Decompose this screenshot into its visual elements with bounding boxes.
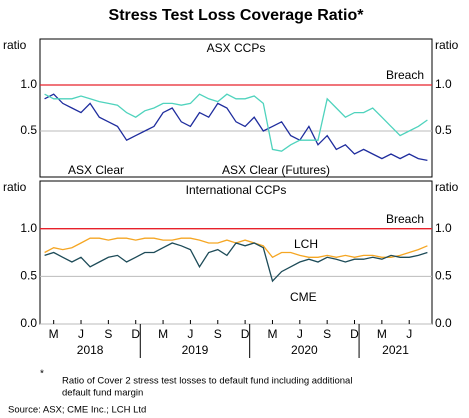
plot-frame [39, 180, 433, 325]
x-year-label: 2021 [382, 343, 409, 357]
x-tick-label: D [241, 327, 250, 341]
series-label: CME [290, 290, 317, 304]
source: Source: ASX; CME Inc.; LCH Ltd [8, 405, 146, 416]
y-tick-label: 0.5 [20, 269, 37, 283]
y-tick-label: 1.0 [20, 221, 37, 235]
footnote-mark: * [40, 369, 44, 380]
x-tick-label: S [104, 327, 112, 341]
y-tick-label: 1.0 [435, 77, 452, 91]
series-label: ASX Clear [68, 163, 124, 177]
y-tick-label: 0.0 [435, 316, 452, 330]
x-year-label: 2019 [182, 343, 209, 357]
y-tick-label: 0.0 [20, 316, 37, 330]
series-line [44, 242, 428, 283]
x-tick-label: S [323, 327, 331, 341]
x-tick-label: M [267, 327, 277, 341]
panel-title: International CCPs [186, 183, 287, 197]
panel-title: ASX CCPs [207, 41, 266, 55]
breach-label: Breach [386, 212, 424, 226]
y-tick-label: 0.5 [20, 123, 37, 137]
series-label: ASX Clear (Futures) [222, 163, 330, 177]
y-tick-label: 1.0 [435, 221, 452, 235]
breach-label: Breach [386, 68, 424, 82]
x-tick-label: D [350, 327, 359, 341]
footnote: Ratio of Cover 2 stress test losses to d… [62, 376, 352, 387]
x-tick-label: M [158, 327, 168, 341]
series-line [44, 93, 428, 162]
y-axis-label: ratio [3, 180, 27, 194]
x-tick-label: M [377, 327, 387, 341]
x-tick-label: J [406, 327, 412, 341]
x-tick-label: M [49, 327, 59, 341]
x-tick-label: J [187, 327, 193, 341]
footnote: default fund margin [62, 388, 143, 399]
y-tick-label: 1.0 [20, 77, 37, 91]
series-label: LCH [294, 237, 318, 251]
y-tick-label: 0.5 [435, 123, 452, 137]
y-axis-label: ratio [435, 180, 459, 194]
x-tick-label: J [78, 327, 84, 341]
x-year-label: 2018 [77, 343, 104, 357]
x-tick-label: S [214, 327, 222, 341]
series-line [44, 93, 428, 152]
chart-title: Stress Test Loss Coverage Ratio* [109, 7, 365, 24]
y-axis-label: ratio [435, 38, 459, 52]
y-tick-label: 0.5 [435, 269, 452, 283]
x-year-label: 2020 [291, 343, 318, 357]
y-axis-label: ratio [3, 38, 27, 52]
series-line [44, 237, 428, 259]
x-tick-label: D [131, 327, 140, 341]
plot-frame [39, 38, 433, 178]
x-tick-label: J [297, 327, 303, 341]
